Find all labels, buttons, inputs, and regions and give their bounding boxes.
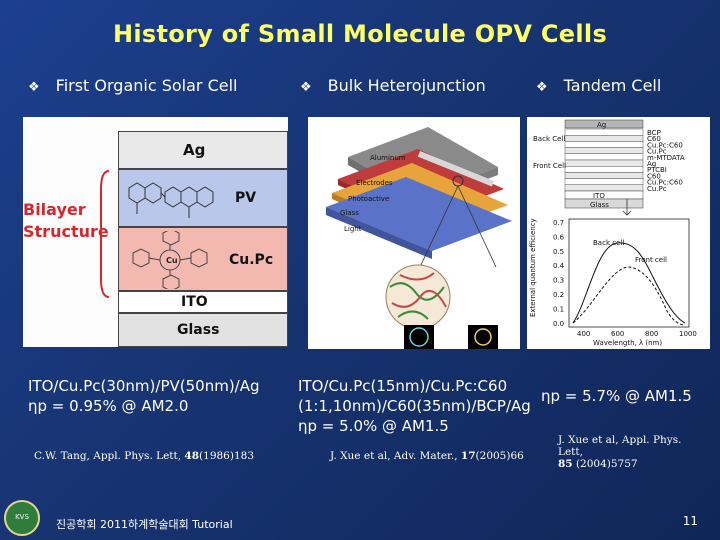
eqe-y-tick-label: 0.4: [553, 262, 565, 270]
tandem-layer-label: PTCBI: [647, 166, 667, 174]
svg-text:Aluminum: Aluminum: [370, 154, 406, 162]
tandem-layer-bar: [564, 166, 644, 173]
column-heading-first-cell: ❖ First Organic Solar Cell: [28, 76, 238, 95]
bilayer-side-label: Bilayer Structure: [23, 200, 109, 241]
citation-tang: C.W. Tang, Appl. Phys. Lett, 48(1986)183: [34, 450, 255, 462]
layer-glass: Glass: [118, 313, 288, 347]
svg-text:ITO: ITO: [593, 192, 605, 200]
column-heading-bulk: ❖ Bulk Heterojunction: [300, 76, 486, 95]
svg-text:Ag: Ag: [597, 121, 606, 129]
tandem-layer-label: Cu.Pc:C60: [647, 141, 683, 149]
column-heading-tandem: ❖ Tandem Cell: [536, 76, 661, 95]
slide-title: History of Small Molecule OPV Cells: [112, 20, 608, 48]
svg-text:Back Cell: Back Cell: [533, 135, 565, 143]
eqe-y-tick-label: 0.0: [553, 320, 564, 328]
svg-text:Glass: Glass: [590, 201, 609, 209]
tandem-layer-bar: [564, 178, 644, 185]
layer-ag: Ag: [118, 131, 288, 169]
heading-text: Tandem Cell: [563, 76, 662, 95]
eqe-y-tick-label: 0.2: [553, 291, 564, 299]
diamond-bullet-icon: ❖: [28, 80, 40, 95]
bulk-efficiency: ηp = 5.0% @ AM1.5: [298, 417, 449, 435]
bracket-icon: [100, 170, 110, 298]
bulk-structure-line2: (1:1,10nm)/C60(35nm)/BCP/Ag: [298, 397, 531, 415]
tandem-layer-bar: [564, 147, 644, 155]
layer-cupc: Cu Cu.Pc: [118, 227, 288, 291]
svg-text:Wavelength, λ (nm): Wavelength, λ (nm): [593, 339, 662, 347]
tandem-layer-bar: [564, 159, 644, 167]
svg-text:Light: Light: [344, 225, 362, 233]
society-logo: KVS: [4, 500, 40, 536]
tandem-layer-label: Cu.Pc:C60: [647, 179, 683, 187]
eqe-x-tick-label: 1000: [679, 330, 697, 338]
first-cell-structure: ITO/Cu.Pc(30nm)/PV(50nm)/Ag: [28, 377, 260, 395]
eqe-y-tick-label: 0.5: [553, 248, 564, 256]
bilayer-structure-diagram: Bilayer Structure Ag PV: [23, 117, 288, 347]
eqe-y-tick-label: 0.1: [553, 305, 564, 313]
pv-molecule-icon: [128, 182, 214, 218]
tandem-layer-label: C60: [647, 135, 661, 143]
footer-text: 진공학회 2011하계학술대회 Tutorial: [56, 518, 233, 531]
svg-text:External quantum efficiency: External quantum efficiency: [529, 218, 537, 317]
svg-text:Cu: Cu: [166, 256, 178, 265]
tandem-layer-bar: [564, 135, 644, 142]
cupc-molecule-icon: Cu: [132, 231, 208, 289]
citation-xue-adv-mater: J. Xue et al, Adv. Mater., 17(2005)66: [330, 450, 524, 462]
bulk-device-illustration: Aluminum Electrodes Photoactive Glass Li…: [326, 127, 512, 349]
tandem-layer-label: Cu.Pc: [647, 148, 667, 156]
tandem-device-and-eqe-chart: Ag Back Cell Front Cell ITO Glass BCPC60…: [529, 119, 697, 347]
layer-pv: PV: [118, 169, 288, 227]
bulk-info: ITO/Cu.Pc(15nm)/Cu.Pc:C60 (1:1,10nm)/C60…: [298, 376, 531, 436]
tandem-efficiency: ηp = 5.7% @ AM1.5: [541, 387, 692, 405]
heading-text: Bulk Heterojunction: [327, 76, 486, 95]
diamond-bullet-icon: ❖: [300, 80, 312, 95]
tandem-layer-label: BCP: [647, 129, 661, 137]
eqe-x-tick-label: 600: [611, 330, 624, 338]
first-cell-info: ITO/Cu.Pc(30nm)/PV(50nm)/Ag ηp = 0.95% @…: [28, 376, 260, 416]
svg-text:Electrodes: Electrodes: [356, 179, 393, 187]
citation-xue-apl: J. Xue et al, Appl. Phys. Lett, 85 (2004…: [558, 434, 682, 470]
tandem-layer-label: Ag: [647, 160, 656, 168]
eqe-x-tick-label: 400: [577, 330, 590, 338]
page-number: 11: [682, 514, 698, 528]
tandem-layer-bar: [564, 153, 644, 161]
svg-text:Glass: Glass: [340, 209, 359, 217]
eqe-x-tick-label: 800: [645, 330, 658, 338]
bulk-structure-line1: ITO/Cu.Pc(15nm)/Cu.Pc:C60: [298, 377, 508, 395]
diamond-bullet-icon: ❖: [536, 80, 548, 95]
layer-ito: ITO: [118, 291, 288, 313]
svg-text:Front cell: Front cell: [635, 256, 667, 264]
eqe-y-tick-label: 0.3: [553, 277, 564, 285]
tandem-layer-label: C60: [647, 172, 661, 180]
tandem-layer-bar: [564, 128, 644, 136]
svg-text:Back cell: Back cell: [593, 239, 624, 247]
tandem-info: ηp = 5.7% @ AM1.5: [541, 386, 692, 406]
tandem-layer-label: m-MTDATA: [647, 154, 685, 162]
tandem-cell-diagram: Ag Back Cell Front Cell ITO Glass BCP C60…: [527, 117, 710, 349]
heading-text: First Organic Solar Cell: [55, 76, 238, 95]
svg-text:Photoactive: Photoactive: [348, 195, 389, 203]
tandem-layer-label: Cu.Pc: [647, 185, 667, 193]
tandem-layer-bar: [564, 141, 644, 148]
first-cell-efficiency: ηp = 0.95% @ AM2.0: [28, 397, 189, 415]
tandem-layer-bar: [564, 172, 644, 179]
tandem-layer-bar: [564, 184, 644, 192]
eqe-y-tick-label: 0.6: [553, 233, 565, 241]
bulk-heterojunction-image: Aluminum Electrodes Photoactive Glass Li…: [308, 117, 520, 349]
eqe-y-tick-label: 0.7: [553, 219, 564, 227]
svg-text:Front Cell: Front Cell: [533, 162, 566, 170]
